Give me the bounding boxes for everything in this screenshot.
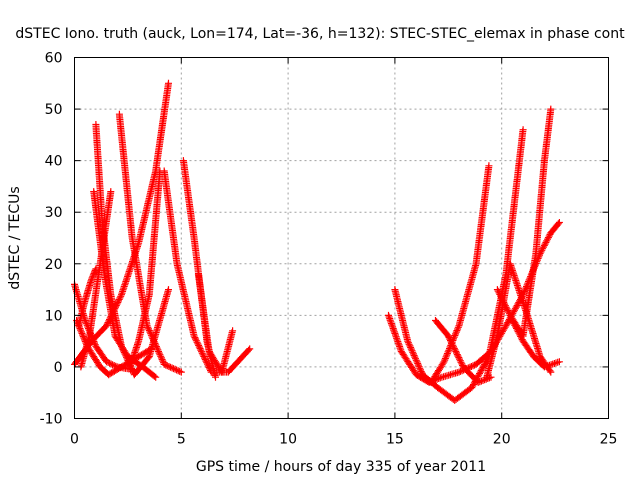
series-markers (160, 167, 254, 376)
grid-layer (74, 57, 609, 419)
chart-title: dSTEC Iono. truth (auck, Lon=174, Lat=-3… (15, 26, 625, 42)
y-tick-label: 50 (45, 102, 63, 118)
series-pass-i (126, 167, 164, 371)
series-pass-d (75, 265, 100, 330)
tick-layer: 0 5 10 15 20 25 -10 0 10 20 30 40 50 60 (40, 51, 618, 448)
y-tick-label: -10 (40, 412, 63, 428)
x-tick-label: 15 (386, 432, 404, 448)
x-tick-label: 25 (600, 432, 618, 448)
x-tick-label: 5 (177, 432, 186, 448)
x-tick-label: 10 (279, 432, 297, 448)
data-marks (71, 79, 563, 404)
series-pass-s (508, 317, 563, 371)
x-tick-label: 0 (70, 432, 79, 448)
series-pass-p (432, 317, 495, 386)
series-markers (508, 317, 563, 371)
series-markers (77, 188, 115, 371)
series-pass-r (493, 105, 555, 340)
series-pass-g (77, 188, 115, 371)
series-pass-j (160, 167, 254, 376)
x-axis-title: GPS time / hours of day 335 of year 2011 (196, 459, 486, 475)
y-tick-label: 10 (45, 308, 63, 324)
series-markers (432, 317, 495, 386)
y-tick-label: 20 (45, 257, 63, 273)
series-markers (115, 110, 185, 376)
y-tick-label: 60 (45, 51, 63, 67)
y-tick-label: 30 (45, 205, 63, 221)
series-markers (493, 105, 555, 340)
y-axis-title: dSTEC / TECUs (7, 186, 23, 289)
series-markers (194, 270, 237, 376)
series-pass-l (194, 270, 237, 376)
x-tick-label: 20 (493, 432, 511, 448)
series-markers (75, 265, 100, 330)
y-tick-label: 0 (54, 360, 63, 376)
series-pass-h (115, 110, 185, 376)
plot-frame (74, 57, 609, 419)
series-markers (126, 167, 164, 371)
y-tick-label: 40 (45, 154, 63, 170)
